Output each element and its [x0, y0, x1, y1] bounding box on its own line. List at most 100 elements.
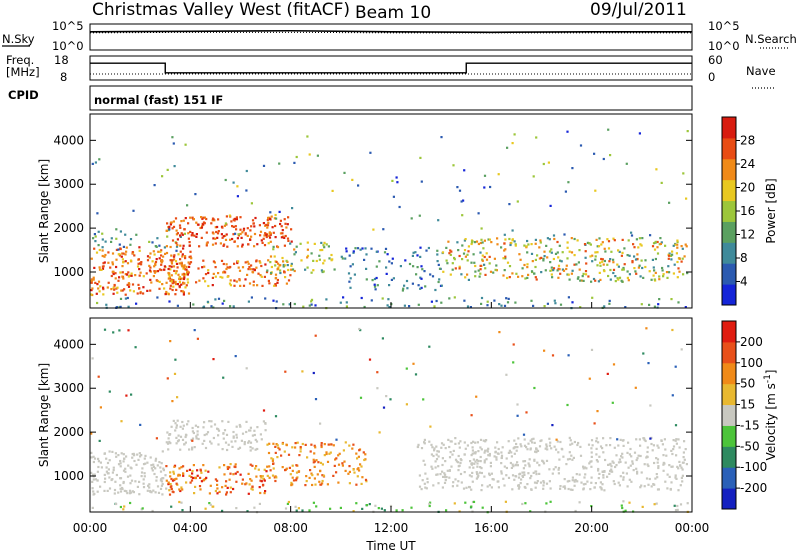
scatter-cell: [116, 291, 119, 294]
scatter-cell: [182, 277, 186, 281]
scatter-cell: [622, 476, 625, 479]
scatter-cell: [287, 453, 291, 456]
scatter-cell: [273, 284, 276, 287]
scatter-cell: [511, 142, 514, 145]
scatter-cell: [524, 464, 527, 467]
scatter-cell: [620, 254, 623, 257]
noise-traces: [89, 29, 692, 34]
scatter-cell: [588, 462, 591, 465]
scatter-cell: [144, 454, 147, 457]
scatter-cell: [163, 246, 166, 249]
scatter-cell: [261, 241, 264, 244]
scatter-cell: [253, 506, 256, 509]
scatter-cell: [140, 475, 143, 478]
scatter-cell: [552, 269, 555, 272]
scatter-cell: [658, 275, 661, 278]
scatter-cell: [652, 444, 655, 447]
scatter-cell: [291, 268, 295, 271]
scatter-cell: [483, 174, 487, 177]
colorbar-tick-label: 16: [740, 204, 755, 218]
scatter-cell: [262, 164, 266, 167]
scatter-cell: [457, 454, 460, 458]
scatter-cell: [184, 435, 187, 439]
scatter-cell: [142, 482, 145, 485]
scatter-cell: [184, 433, 188, 436]
scatter-cell: [217, 428, 220, 431]
scatter-cell: [93, 457, 97, 460]
scatter-cell: [106, 461, 110, 465]
scatter-cell: [117, 463, 121, 466]
scatter-cell: [214, 226, 217, 229]
scatter-cell: [171, 400, 174, 403]
scatter-cell: [167, 267, 170, 271]
scatter-cell: [479, 455, 482, 459]
frequency-traces: [90, 62, 692, 75]
scatter-cell: [630, 234, 634, 237]
scatter-cell: [99, 461, 102, 464]
scatter-cell: [473, 462, 476, 465]
scatter-cell: [95, 292, 98, 295]
scatter-cell: [293, 161, 296, 164]
scatter-cell: [453, 258, 456, 261]
scatter-cell: [217, 429, 221, 432]
scatter-cell: [184, 255, 187, 258]
scatter-cell: [618, 458, 621, 461]
scatter-cell: [365, 480, 368, 483]
scatter-cell: [92, 276, 95, 279]
scatter-cell: [368, 358, 372, 361]
scatter-cell: [183, 443, 186, 446]
scatter-cell: [643, 463, 646, 466]
scatter-cell: [672, 448, 675, 451]
scatter-cell: [104, 253, 107, 257]
scatter-cell: [635, 467, 638, 470]
scatter-cell: [374, 504, 377, 507]
scatter-cell: [477, 269, 480, 272]
scatter-cell: [200, 226, 203, 229]
scatter-cell: [123, 505, 126, 508]
scatter-cell: [191, 216, 194, 219]
scatter-cell: [621, 506, 624, 510]
noise-series-line: [89, 31, 692, 34]
scatter-cell: [216, 225, 219, 229]
scatter-cell: [587, 443, 591, 446]
scatter-cell: [246, 234, 249, 237]
scatter-cell: [480, 238, 483, 241]
scatter-cell: [101, 246, 104, 249]
scatter-cell: [607, 240, 611, 243]
scatter-cell: [686, 130, 689, 133]
scatter-cell: [545, 445, 548, 448]
scatter-cell: [381, 297, 384, 300]
scatter-cell: [461, 244, 464, 247]
scatter-cell: [143, 472, 146, 475]
scatter-cell: [228, 466, 231, 469]
scatter-cell: [403, 304, 406, 307]
scatter-cell: [624, 306, 627, 309]
scatter-cell: [471, 452, 474, 455]
scatter-cell: [134, 480, 137, 483]
scatter-cell: [505, 466, 508, 470]
scatter-cell: [312, 371, 315, 375]
scatter-cell: [295, 245, 298, 248]
scatter-cell: [151, 509, 154, 513]
nave-tick-low: 0: [708, 70, 715, 84]
scatter-cell: [444, 460, 447, 463]
scatter-cell: [500, 454, 504, 457]
scatter-cell: [136, 292, 139, 295]
scatter-cell: [626, 451, 629, 454]
scatter-cell: [176, 440, 180, 443]
scatter-cell: [205, 231, 208, 234]
scatter-cell: [247, 262, 250, 265]
scatter-cell: [468, 485, 471, 489]
scatter-cell: [184, 273, 187, 276]
colorbar-tick-label: 200: [740, 335, 763, 349]
scatter-cell: [658, 278, 661, 281]
scatter-cell: [182, 267, 185, 270]
scatter-cell: [319, 249, 322, 252]
scatter-cell: [641, 237, 644, 240]
scatter-cell: [189, 216, 192, 219]
scatter-cell: [250, 235, 253, 238]
scatter-cell: [172, 470, 175, 473]
scatter-cell: [107, 468, 110, 471]
scatter-cell: [306, 254, 310, 257]
